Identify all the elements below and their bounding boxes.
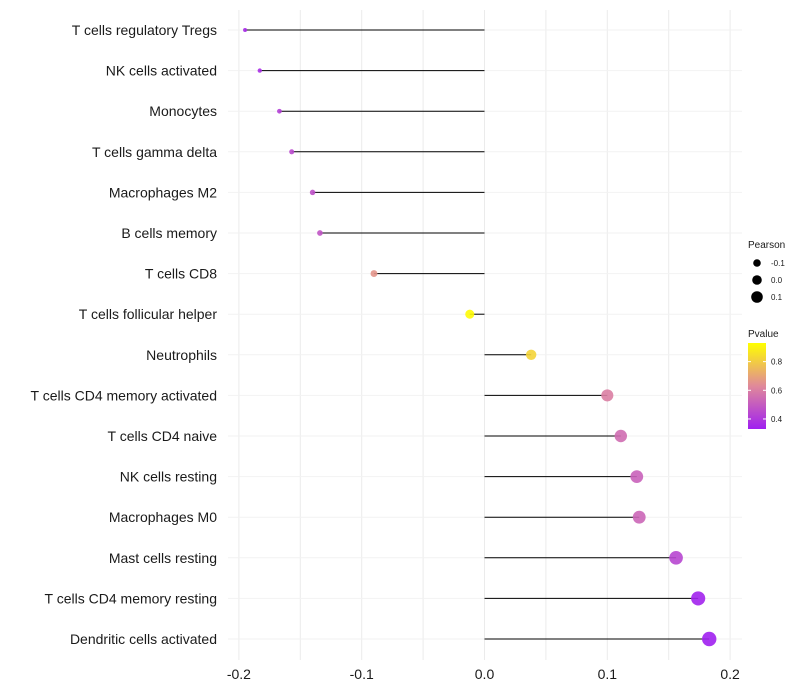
size-legend-label: -0.1: [771, 259, 785, 268]
lollipop-point: [632, 510, 646, 524]
category-label: T cells gamma delta: [92, 144, 217, 160]
category-label: T cells CD8: [145, 266, 217, 282]
lollipop-point: [309, 189, 316, 196]
lollipop-point: [669, 550, 683, 565]
lollipop-point: [614, 429, 628, 443]
lollipop-point: [370, 270, 378, 278]
category-label: Mast cells resting: [109, 550, 217, 566]
category-label: T cells CD4 memory activated: [31, 387, 217, 403]
point-layer: [243, 28, 717, 647]
stem-layer: [245, 29, 710, 640]
category-label: T cells CD4 naive: [108, 428, 218, 444]
x-tick-label: -0.2: [227, 666, 251, 682]
color-legend-label: 0.6: [771, 386, 783, 395]
category-label: Dendritic cells activated: [70, 631, 217, 647]
category-label: T cells regulatory Tregs: [72, 22, 217, 38]
grid-layer: [228, 10, 742, 660]
category-label: B cells memory: [121, 225, 217, 241]
lollipop-point: [630, 470, 644, 483]
lollipop-point: [691, 591, 706, 606]
lollipop-point: [257, 68, 262, 73]
size-legend-label: 0.0: [771, 276, 783, 285]
label-layer: T cells regulatory Tregs NK cells activat…: [31, 22, 218, 647]
size-legend-dot: [752, 275, 762, 285]
x-tick-label: 0.2: [720, 666, 740, 682]
category-label: T cells follicular helper: [79, 306, 218, 322]
color-legend-label: 0.4: [771, 415, 783, 424]
lollipop-point: [289, 149, 295, 155]
color-legend-title: Pvalue: [748, 329, 779, 340]
category-label: NK cells resting: [120, 469, 217, 485]
category-label: NK cells activated: [106, 63, 217, 79]
x-tick-label: 0.0: [475, 666, 495, 682]
lollipop-point: [277, 108, 282, 114]
category-label: Macrophages M0: [109, 509, 217, 525]
lollipop-point: [243, 28, 248, 32]
lollipop-point: [702, 631, 717, 647]
lollipop-point: [525, 349, 537, 361]
tick-layer: -0.2 -0.1 0.0 0.1 0.2: [227, 666, 740, 682]
x-tick-label: 0.1: [598, 666, 618, 682]
lollipop-point: [465, 309, 475, 319]
size-legend-dot: [753, 259, 761, 267]
legend-layer: Pearson Pvalue -0.1 0.0 0.1 0.8 0.6 0.4: [748, 240, 785, 429]
x-tick-label: -0.1: [350, 666, 374, 682]
category-label: T cells CD4 memory resting: [45, 590, 217, 606]
size-legend-label: 0.1: [771, 293, 783, 302]
category-label: Macrophages M2: [109, 184, 217, 200]
category-label: Neutrophils: [146, 347, 217, 363]
category-label: Monocytes: [149, 103, 217, 119]
size-legend-title: Pearson: [748, 240, 785, 251]
size-legend-dot: [751, 291, 763, 303]
pvalue-colorbar: [748, 343, 766, 429]
lollipop-point: [317, 230, 323, 236]
lollipop-point: [601, 389, 614, 402]
color-legend-label: 0.8: [771, 358, 783, 367]
